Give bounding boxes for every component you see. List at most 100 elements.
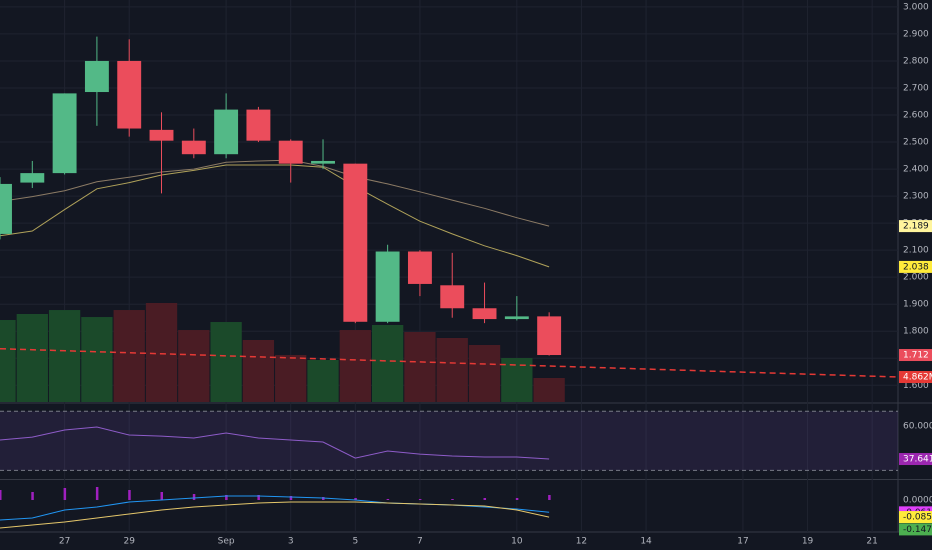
- macd-histogram-bar: [386, 499, 390, 500]
- x-tick-label: 19: [802, 537, 814, 547]
- macd-histogram-bar: [257, 495, 260, 500]
- volume-bar: [178, 330, 210, 402]
- volume-bar: [339, 330, 371, 402]
- ma-value-tag: 2.189: [903, 222, 929, 232]
- x-tick-label: 10: [511, 537, 523, 547]
- macd-histogram-bar: [63, 488, 67, 500]
- extra-value-tag-bg: [899, 523, 932, 536]
- volume-bar: [468, 344, 501, 402]
- macd-histogram-bar: [515, 498, 519, 500]
- candle-body: [117, 60, 142, 129]
- macd-histogram-bar: [192, 494, 196, 500]
- macd-histogram-bar: [289, 496, 293, 500]
- rsi-value-tag-bg: [899, 453, 932, 466]
- y-tick-label: 2.000: [903, 273, 929, 283]
- moving-average: [0, 159, 550, 227]
- volume-bar: [16, 313, 48, 402]
- volume-bar: [501, 357, 533, 402]
- macd-histogram-bar: [483, 498, 487, 500]
- y-tick-label: 2.700: [903, 83, 929, 93]
- x-tick-label: 5: [352, 537, 358, 547]
- volume-bar: [533, 377, 565, 402]
- candle-body: [504, 316, 529, 320]
- macd-histogram-bar: [548, 495, 551, 500]
- moving-average: [0, 164, 550, 268]
- rsi-band: [0, 411, 898, 471]
- candle-body: [278, 140, 303, 164]
- macd-histogram-bar: [31, 492, 34, 500]
- x-tick-label: 7: [417, 537, 423, 547]
- candle-body: [0, 183, 12, 234]
- volume-value-tag-bg: [899, 371, 932, 384]
- x-tick-label: 29: [123, 537, 135, 547]
- candle-body: [537, 316, 562, 356]
- x-tick-label: Sep: [218, 537, 235, 547]
- volume-bar: [113, 310, 145, 402]
- volume-bar: [275, 355, 307, 402]
- candle-body: [214, 109, 239, 155]
- candle-body: [375, 251, 400, 322]
- macd-histogram-bar: [418, 499, 422, 500]
- x-tick-label: 17: [737, 537, 748, 547]
- volume-bar: [436, 337, 468, 402]
- macd-histogram-bar: [0, 490, 2, 500]
- y-tick-label: 1.600: [903, 381, 929, 391]
- volume-bar: [0, 320, 16, 402]
- rsi-line: [0, 426, 550, 460]
- ma-value-tag: 2.038: [903, 262, 929, 272]
- x-tick-label: 3: [288, 537, 294, 547]
- volume-value-tag: 4.862M: [903, 373, 932, 383]
- candle-body: [149, 129, 174, 141]
- candle-body: [84, 60, 109, 93]
- macd-tick-label: 0.0000: [903, 496, 932, 506]
- x-tick-label: 12: [576, 537, 587, 547]
- volume-bar: [371, 324, 404, 402]
- close-value-tag-bg: [899, 349, 932, 362]
- candle-body: [407, 251, 432, 284]
- y-tick-label: 1.900: [903, 300, 929, 310]
- y-tick-label: 2.500: [903, 138, 929, 148]
- y-tick-label: 2.100: [903, 246, 929, 256]
- volume-bar: [242, 340, 275, 402]
- volume-bar: [48, 310, 81, 402]
- rsi-tick-label: 60.0000: [903, 422, 932, 432]
- signal-value-tag: -0.0853: [903, 513, 932, 523]
- signal-line: [0, 501, 550, 529]
- macd-histogram-bar: [160, 492, 164, 500]
- volume-bar: [307, 360, 339, 402]
- candle-body: [311, 160, 335, 164]
- macd-histogram-bar: [225, 495, 228, 500]
- candle-body: [472, 308, 497, 320]
- y-tick-label: 2.400: [903, 165, 929, 175]
- macd-histogram-bar: [128, 490, 131, 500]
- macd-histogram-bar: [95, 487, 99, 500]
- x-tick-label: 21: [866, 537, 877, 547]
- macd-histogram-bar: [451, 499, 454, 500]
- volume-bar: [210, 322, 242, 402]
- volume-bar: [404, 331, 436, 402]
- candle-body: [343, 163, 368, 322]
- y-tick-label: 2.600: [903, 111, 929, 121]
- candle-body: [181, 140, 206, 155]
- close-value-tag: 1.712: [903, 351, 929, 361]
- y-tick-label: 2.300: [903, 192, 929, 202]
- candle-body: [52, 93, 77, 174]
- y-tick-label: 2.900: [903, 29, 929, 39]
- y-tick-label: 1.800: [903, 327, 929, 337]
- rsi-value-tag: 37.6411: [903, 455, 932, 465]
- candle-body: [20, 173, 45, 183]
- ma-value-tag-bg: [899, 260, 932, 273]
- macd-histogram-bar: [354, 498, 357, 500]
- y-tick-label: 2.800: [903, 56, 929, 66]
- x-tick-label: 14: [640, 537, 652, 547]
- x-tick-label: 27: [59, 537, 70, 547]
- candle-body: [246, 109, 271, 141]
- y-tick-label: 3.000: [903, 2, 929, 12]
- volume-bar: [81, 317, 113, 402]
- extra-value-tag: -0.1470: [903, 525, 932, 535]
- candle-body: [440, 285, 465, 309]
- ma-value-tag-bg: [899, 220, 932, 233]
